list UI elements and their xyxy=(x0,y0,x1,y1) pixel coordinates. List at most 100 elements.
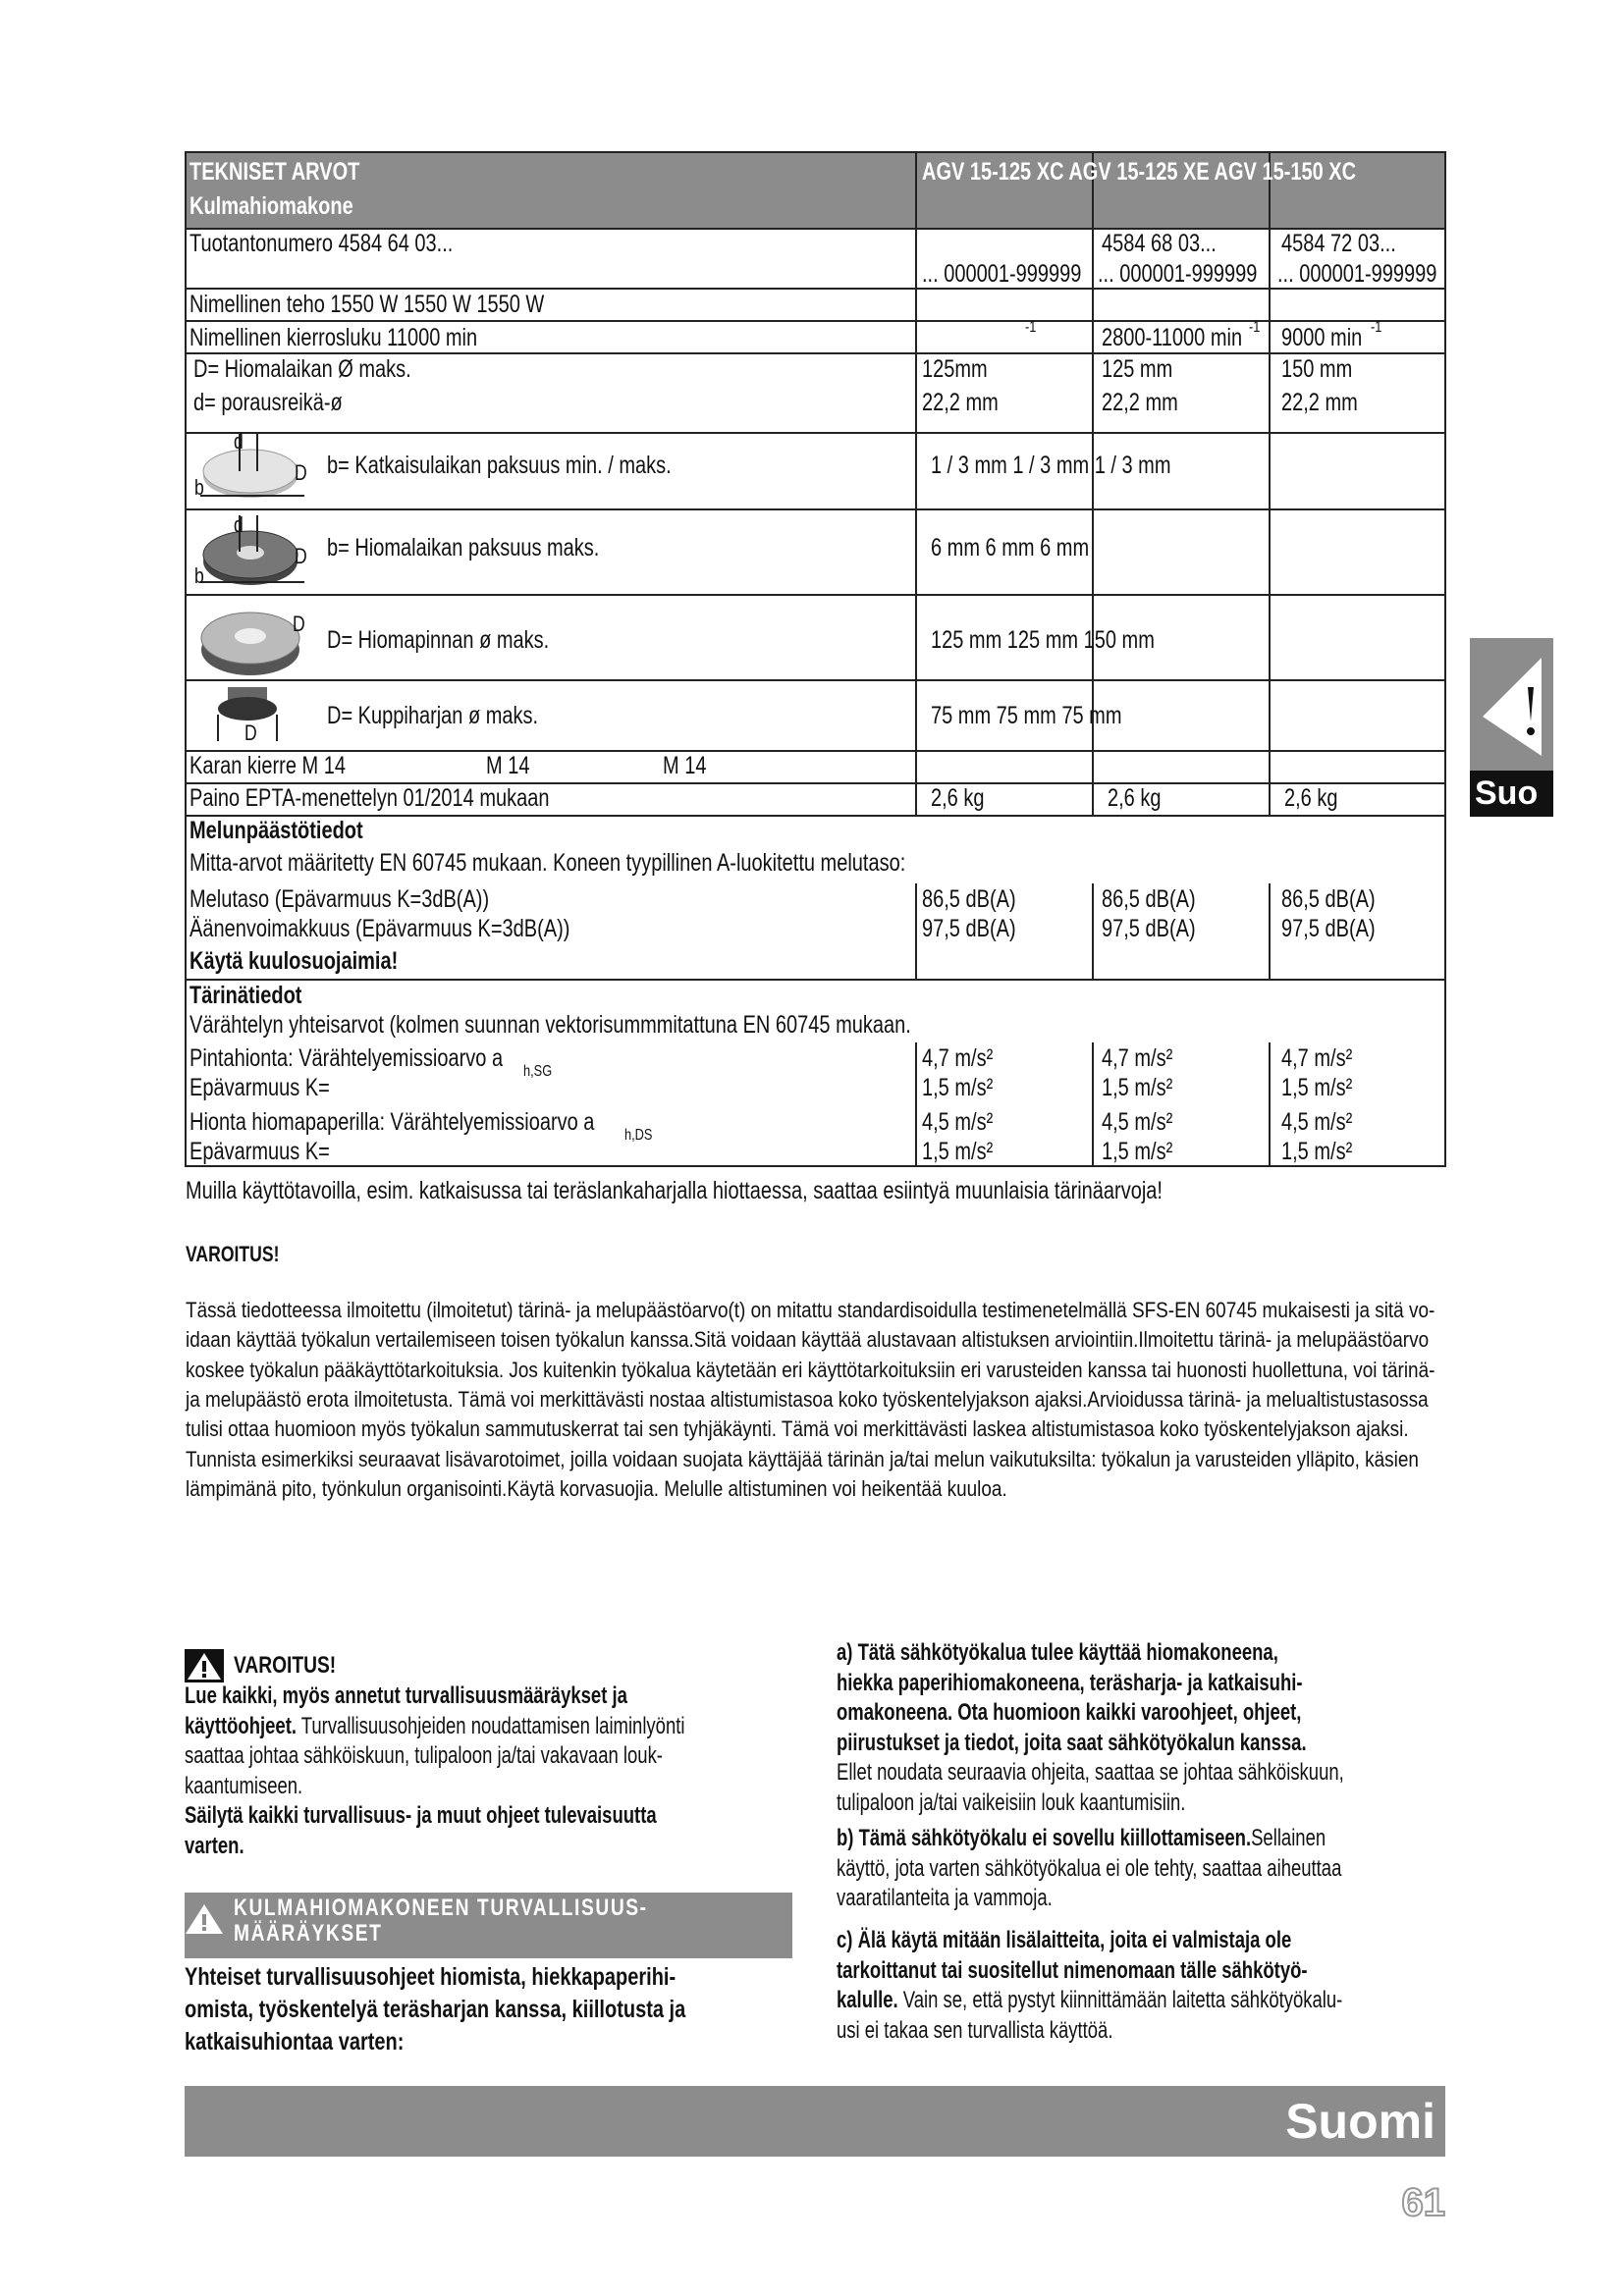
sup: -1 xyxy=(1371,319,1382,336)
header-models: AGV 15-125 XC AGV 15-125 XE AGV 15-150 X… xyxy=(922,158,1357,186)
text-line: kalulle. Vain se, että pystyt kiinnittäm… xyxy=(837,1986,1342,2015)
cell: 4,7 m/s² xyxy=(1281,1044,1353,1072)
cell: M 14 xyxy=(486,752,530,779)
text-line: tarkoittanut tai suositellut nimenomaan … xyxy=(837,1956,1308,1986)
text-line: b) Tämä sähkötyökalu ei sovellu kiillott… xyxy=(837,1824,1326,1853)
row-label: Epävarmuus K= xyxy=(189,1074,330,1101)
text-run: Säilytä kaikki turvallisuus- ja muut ohj… xyxy=(185,1802,657,1830)
text-line: käyttö, jota varten sähkötyökalua ei ole… xyxy=(837,1854,1341,1884)
cell: 4,5 m/s² xyxy=(1102,1108,1173,1136)
cell: 97,5 dB(A) xyxy=(1281,915,1376,942)
section-title: Melunpäästötiedot xyxy=(189,817,363,844)
page-number: 61 xyxy=(1401,2180,1446,2225)
text-run: hiekka paperihiomakoneena, teräsharja- j… xyxy=(837,1669,1303,1696)
section-warning-icon xyxy=(186,1904,223,1934)
icon-cup-brush xyxy=(217,687,278,741)
cell: 9000 min xyxy=(1281,324,1363,351)
cell: 125 mm 125 mm 150 mm xyxy=(931,626,1155,654)
row-label: D= Hiomalaikan Ø maks. xyxy=(193,355,411,383)
sup: -1 xyxy=(1249,319,1261,336)
icon-label: D xyxy=(295,544,307,568)
section-title: Tärinätiedot xyxy=(189,982,302,1009)
table-header-bg xyxy=(186,152,1445,229)
text-run: saattaa johtaa sähköiskuun, tulipaloon j… xyxy=(185,1742,663,1770)
warning-line: Tässä tiedotteessa ilmoitettu (ilmoitetu… xyxy=(186,1298,1435,1322)
cell: 1,5 m/s² xyxy=(922,1138,994,1165)
table-rules xyxy=(186,152,1445,1166)
text-run: tarkoittanut tai suositellut nimenomaan … xyxy=(837,1956,1308,1984)
text-line: piirustukset ja tiedot, joita saat sähkö… xyxy=(837,1729,1307,1758)
text-line: Ellet noudata seuraavia ohjeita, saattaa… xyxy=(837,1758,1344,1788)
text-run: varten. xyxy=(185,1833,244,1859)
row-label: D= Kuppiharjan ø maks. xyxy=(327,702,539,729)
sub: h,DS xyxy=(624,1127,653,1144)
intro-line: katkaisuhiontaa varten: xyxy=(185,2028,405,2056)
warning-line: idaan käyttää työkalun vertailemiseen to… xyxy=(186,1327,1430,1353)
row-label: Karan kierre M 14 xyxy=(189,752,346,779)
cell: 4,7 m/s² xyxy=(922,1044,994,1072)
cell: 97,5 dB(A) xyxy=(1102,915,1196,942)
text-line: usi ei takaa sen turvallista käyttöä. xyxy=(837,2016,1112,2046)
cell: 1,5 m/s² xyxy=(1281,1138,1353,1165)
icon-label: b xyxy=(194,563,204,588)
cell: 150 mm xyxy=(1281,355,1353,383)
text-run: a) Tätä sähkötyökalua tulee käyttää hiom… xyxy=(837,1639,1278,1666)
cell: 4,5 m/s² xyxy=(922,1108,994,1136)
sup: -1 xyxy=(1025,319,1037,336)
header-subtitle: Kulmahiomakone xyxy=(189,192,353,220)
text-line: vaaratilanteita ja vammoja. xyxy=(837,1884,1053,1913)
row-label: Tuotantonumero 4584 64 03... xyxy=(189,230,454,257)
text-run: b) Tämä sähkötyökalu ei sovellu kiillott… xyxy=(837,1825,1252,1851)
icon-label: D xyxy=(293,612,305,636)
cell: 86,5 dB(A) xyxy=(922,885,1016,913)
cell: 22,2 mm xyxy=(922,389,999,416)
row-label: Pintahionta: Värähtelyemissioarvo a xyxy=(189,1044,504,1072)
cell: 1,5 m/s² xyxy=(1102,1138,1173,1165)
section-title: KULMAHIOMAKONEEN TURVALLISUUS- xyxy=(234,1895,648,1921)
cell: 86,5 dB(A) xyxy=(1102,885,1196,913)
cell: 2,6 kg xyxy=(1284,784,1338,812)
text-line: omakoneena. Ota huomioon kaikki varoohje… xyxy=(837,1698,1301,1728)
text-line: Säilytä kaikki turvallisuus- ja muut ohj… xyxy=(185,1801,657,1831)
side-tab-label-bg xyxy=(1470,771,1553,817)
row-label: Nimellinen kierrosluku 11000 min xyxy=(189,324,478,351)
side-tab-label: Suo xyxy=(1475,774,1539,812)
text-run: Vain se, että pystyt kiinnittämään laite… xyxy=(897,1987,1343,2013)
text-line: c) Älä käytä mitään lisälaitteita, joita… xyxy=(837,1926,1291,1955)
row-label: Värähtelyn yhteisarvot (kolmen suunnan v… xyxy=(189,1011,911,1039)
warning-title: VAROITUS! xyxy=(186,1242,280,1266)
warning-line: Tunnista esimerkiksi seuraavat lisävarot… xyxy=(186,1446,1419,1471)
cell: 22,2 mm xyxy=(1102,389,1178,416)
cell: 97,5 dB(A) xyxy=(922,915,1016,942)
row-label: b= Katkaisulaikan paksuus min. / maks. xyxy=(327,452,672,479)
cell: 4,7 m/s² xyxy=(1102,1044,1173,1072)
section-bar xyxy=(185,1893,792,1958)
cell: 125mm xyxy=(922,355,988,383)
text-run: c) Älä käytä mitään lisälaitteita, joita… xyxy=(837,1927,1292,1953)
intro-line: omista, työskentelyä teräsharjan kanssa,… xyxy=(185,1996,686,2023)
text-run: Sellainen xyxy=(1251,1825,1326,1851)
text-run: usi ei takaa sen turvallista käyttöä. xyxy=(837,2016,1113,2044)
text-run: omakoneena. Ota huomioon kaikki varoohje… xyxy=(837,1699,1302,1726)
row-label: Äänenvoimakkuus (Epävarmuus K=3dB(A)) xyxy=(189,915,570,942)
row-label: Hionta hiomapaperilla: Värähtelyemissioa… xyxy=(189,1108,595,1136)
section-title: MÄÄRÄYKSET xyxy=(234,1920,383,1947)
footer-language: Suomi xyxy=(1285,2094,1435,2149)
row-label: d= porausreikä-ø xyxy=(193,389,343,416)
cell: ... 000001-999999 xyxy=(1098,260,1258,288)
cell: 1,5 m/s² xyxy=(1102,1074,1173,1101)
text-line: varten. xyxy=(185,1832,244,1861)
row-label: Melutaso (Epävarmuus K=3dB(A)) xyxy=(189,885,490,913)
cell: 4584 68 03... xyxy=(1102,230,1217,257)
icon-label: b xyxy=(194,475,204,500)
warning-line: tulisi ottaa huomioon myös työkalun samm… xyxy=(186,1416,1409,1442)
side-tab-icon xyxy=(1483,658,1542,756)
cell: 1,5 m/s² xyxy=(1281,1074,1353,1101)
cell: 2800-11000 min xyxy=(1102,324,1243,351)
cell: M 14 xyxy=(663,752,707,779)
cell: 4,5 m/s² xyxy=(1281,1108,1353,1136)
text-run: kaantumiseen. xyxy=(185,1772,303,1799)
cell: ... 000001-999999 xyxy=(922,260,1082,288)
